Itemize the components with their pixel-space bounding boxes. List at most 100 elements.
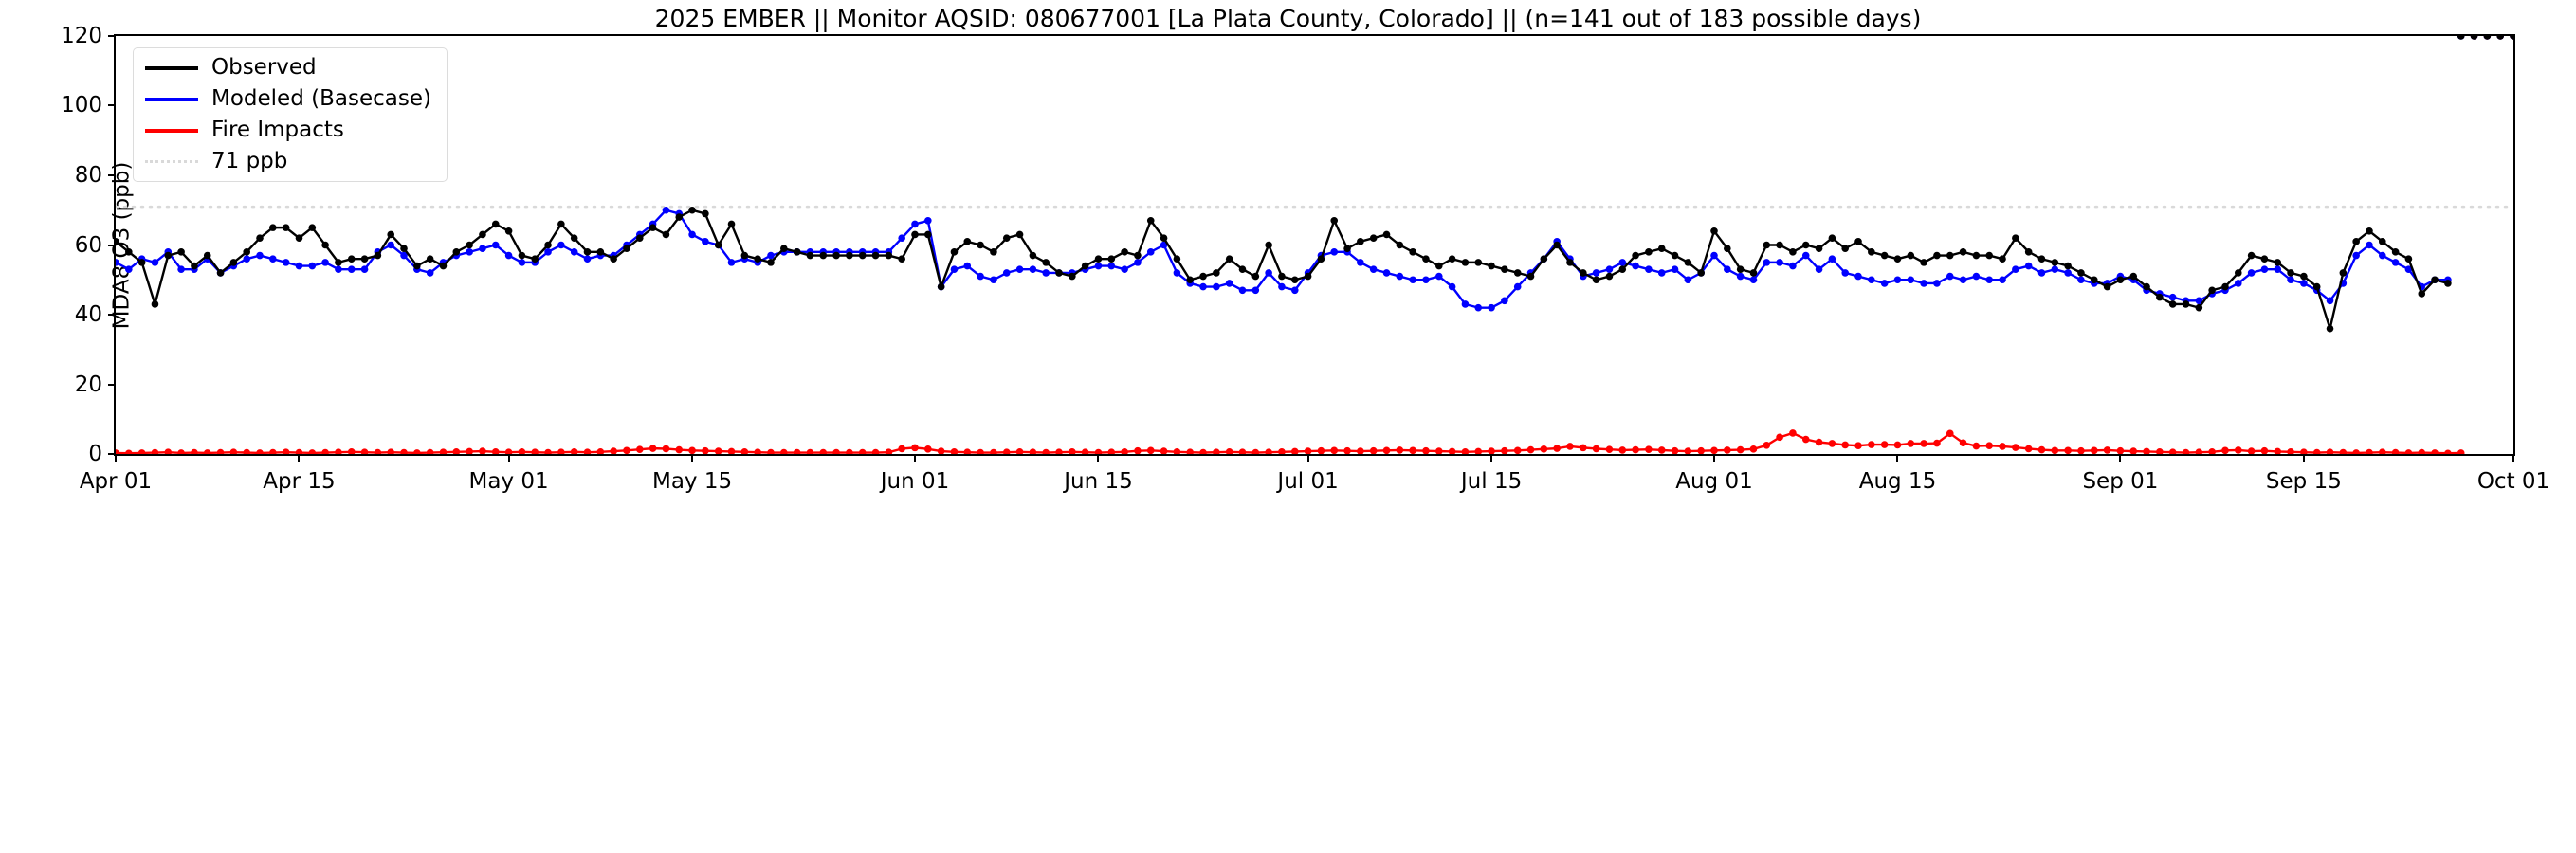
data-point [1251, 286, 1260, 295]
data-point [675, 213, 684, 221]
data-point [1907, 251, 1915, 260]
data-point [806, 251, 814, 260]
data-point [937, 282, 945, 291]
data-point [1513, 269, 1522, 277]
data-point [1029, 251, 1037, 260]
data-point [662, 206, 670, 214]
data-point [2379, 448, 2386, 454]
data-point [1592, 445, 1600, 453]
data-point [898, 255, 905, 263]
data-point [243, 448, 250, 454]
series-line [116, 210, 2448, 308]
data-point [2129, 447, 2138, 454]
y-tick-mark-120 [108, 35, 116, 37]
data-point [846, 448, 853, 454]
data-point [2012, 444, 2019, 451]
data-point [1933, 251, 1941, 260]
data-point [282, 259, 290, 266]
data-point [990, 448, 997, 454]
data-point [1265, 269, 1272, 277]
data-point [243, 255, 250, 263]
data-point [1213, 448, 1220, 454]
data-point [1186, 448, 1195, 454]
legend-label: 71 ppb [211, 149, 288, 173]
data-point [858, 251, 867, 260]
data-point [583, 248, 592, 256]
data-point [1002, 448, 1011, 454]
data-point [1933, 280, 1941, 287]
x-tick-mark-0 [115, 454, 117, 462]
data-point [1225, 255, 1233, 263]
data-point [2274, 447, 2282, 454]
data-point [767, 259, 775, 266]
data-point [1199, 272, 1207, 281]
data-point [2457, 36, 2465, 40]
data-point [1880, 280, 1889, 287]
data-point [321, 448, 329, 454]
data-point [1002, 234, 1011, 242]
data-point [203, 449, 211, 454]
data-point [911, 444, 919, 452]
x-tick-mark-8 [1713, 454, 1715, 462]
data-point [1434, 447, 1443, 454]
data-point [977, 241, 984, 249]
data-point [2077, 446, 2085, 454]
data-point [898, 445, 905, 453]
page-title: 2025 EMBER || Monitor AQSID: 080677001 [… [654, 5, 1922, 32]
data-point [2470, 36, 2478, 40]
x-tick-mark-4 [914, 454, 916, 462]
data-point [1566, 259, 1574, 266]
data-point [229, 259, 238, 266]
series-modeled-basecase [116, 36, 2513, 312]
data-point [335, 265, 342, 274]
legend-item-observed[interactable]: Observed [145, 57, 431, 79]
data-point [1972, 251, 1981, 260]
x-tick-label-apr-15: Apr 15 [263, 469, 336, 494]
legend-label: Modeled (Basecase) [211, 86, 431, 111]
data-point [2064, 262, 2072, 270]
data-point [2234, 269, 2242, 277]
y-tick-mark-40 [108, 313, 116, 316]
legend-item-fire-impacts[interactable]: Fire Impacts [145, 119, 431, 141]
data-point [1146, 216, 1155, 225]
plot-area [116, 36, 2513, 454]
data-point [308, 224, 317, 231]
data-point [846, 251, 853, 260]
data-point [1225, 280, 1233, 287]
data-point [1789, 429, 1797, 437]
legend-item-71-ppb[interactable]: 71 ppb [145, 151, 431, 172]
data-point [1671, 251, 1679, 260]
data-point [2051, 265, 2059, 274]
data-point [1736, 445, 1745, 454]
data-point [819, 251, 828, 260]
data-point [1985, 251, 1994, 260]
data-point [2366, 227, 2373, 235]
data-point [1357, 238, 1364, 245]
data-point [1815, 438, 1823, 446]
x-tick-label-jun-01: Jun 01 [880, 469, 950, 494]
data-point [1553, 445, 1561, 452]
chart-legend[interactable]: Observed Modeled (Basecase) Fire Impacts 71… [133, 47, 448, 182]
data-point [2208, 286, 2216, 295]
legend-swatch-icon [145, 65, 198, 70]
data-point [1330, 248, 1339, 256]
data-point [2208, 448, 2216, 454]
data-point [2260, 255, 2269, 263]
legend-item-modeled-basecase[interactable]: Modeled (Basecase) [145, 88, 431, 110]
data-point [1736, 265, 1745, 274]
data-point [1290, 447, 1299, 454]
x-tick-mark-9 [1896, 454, 1899, 462]
x-tick-mark-7 [1490, 454, 1493, 462]
data-point [151, 300, 159, 308]
data-point [2483, 36, 2492, 40]
data-point [1566, 443, 1574, 450]
data-point [2168, 448, 2177, 454]
data-point [1893, 255, 1902, 263]
data-point [544, 448, 552, 454]
data-point [2300, 448, 2308, 454]
data-point [2090, 276, 2098, 284]
data-point [2391, 259, 2400, 266]
data-point [1776, 259, 1783, 266]
data-point [714, 241, 722, 249]
data-point [2037, 269, 2046, 277]
